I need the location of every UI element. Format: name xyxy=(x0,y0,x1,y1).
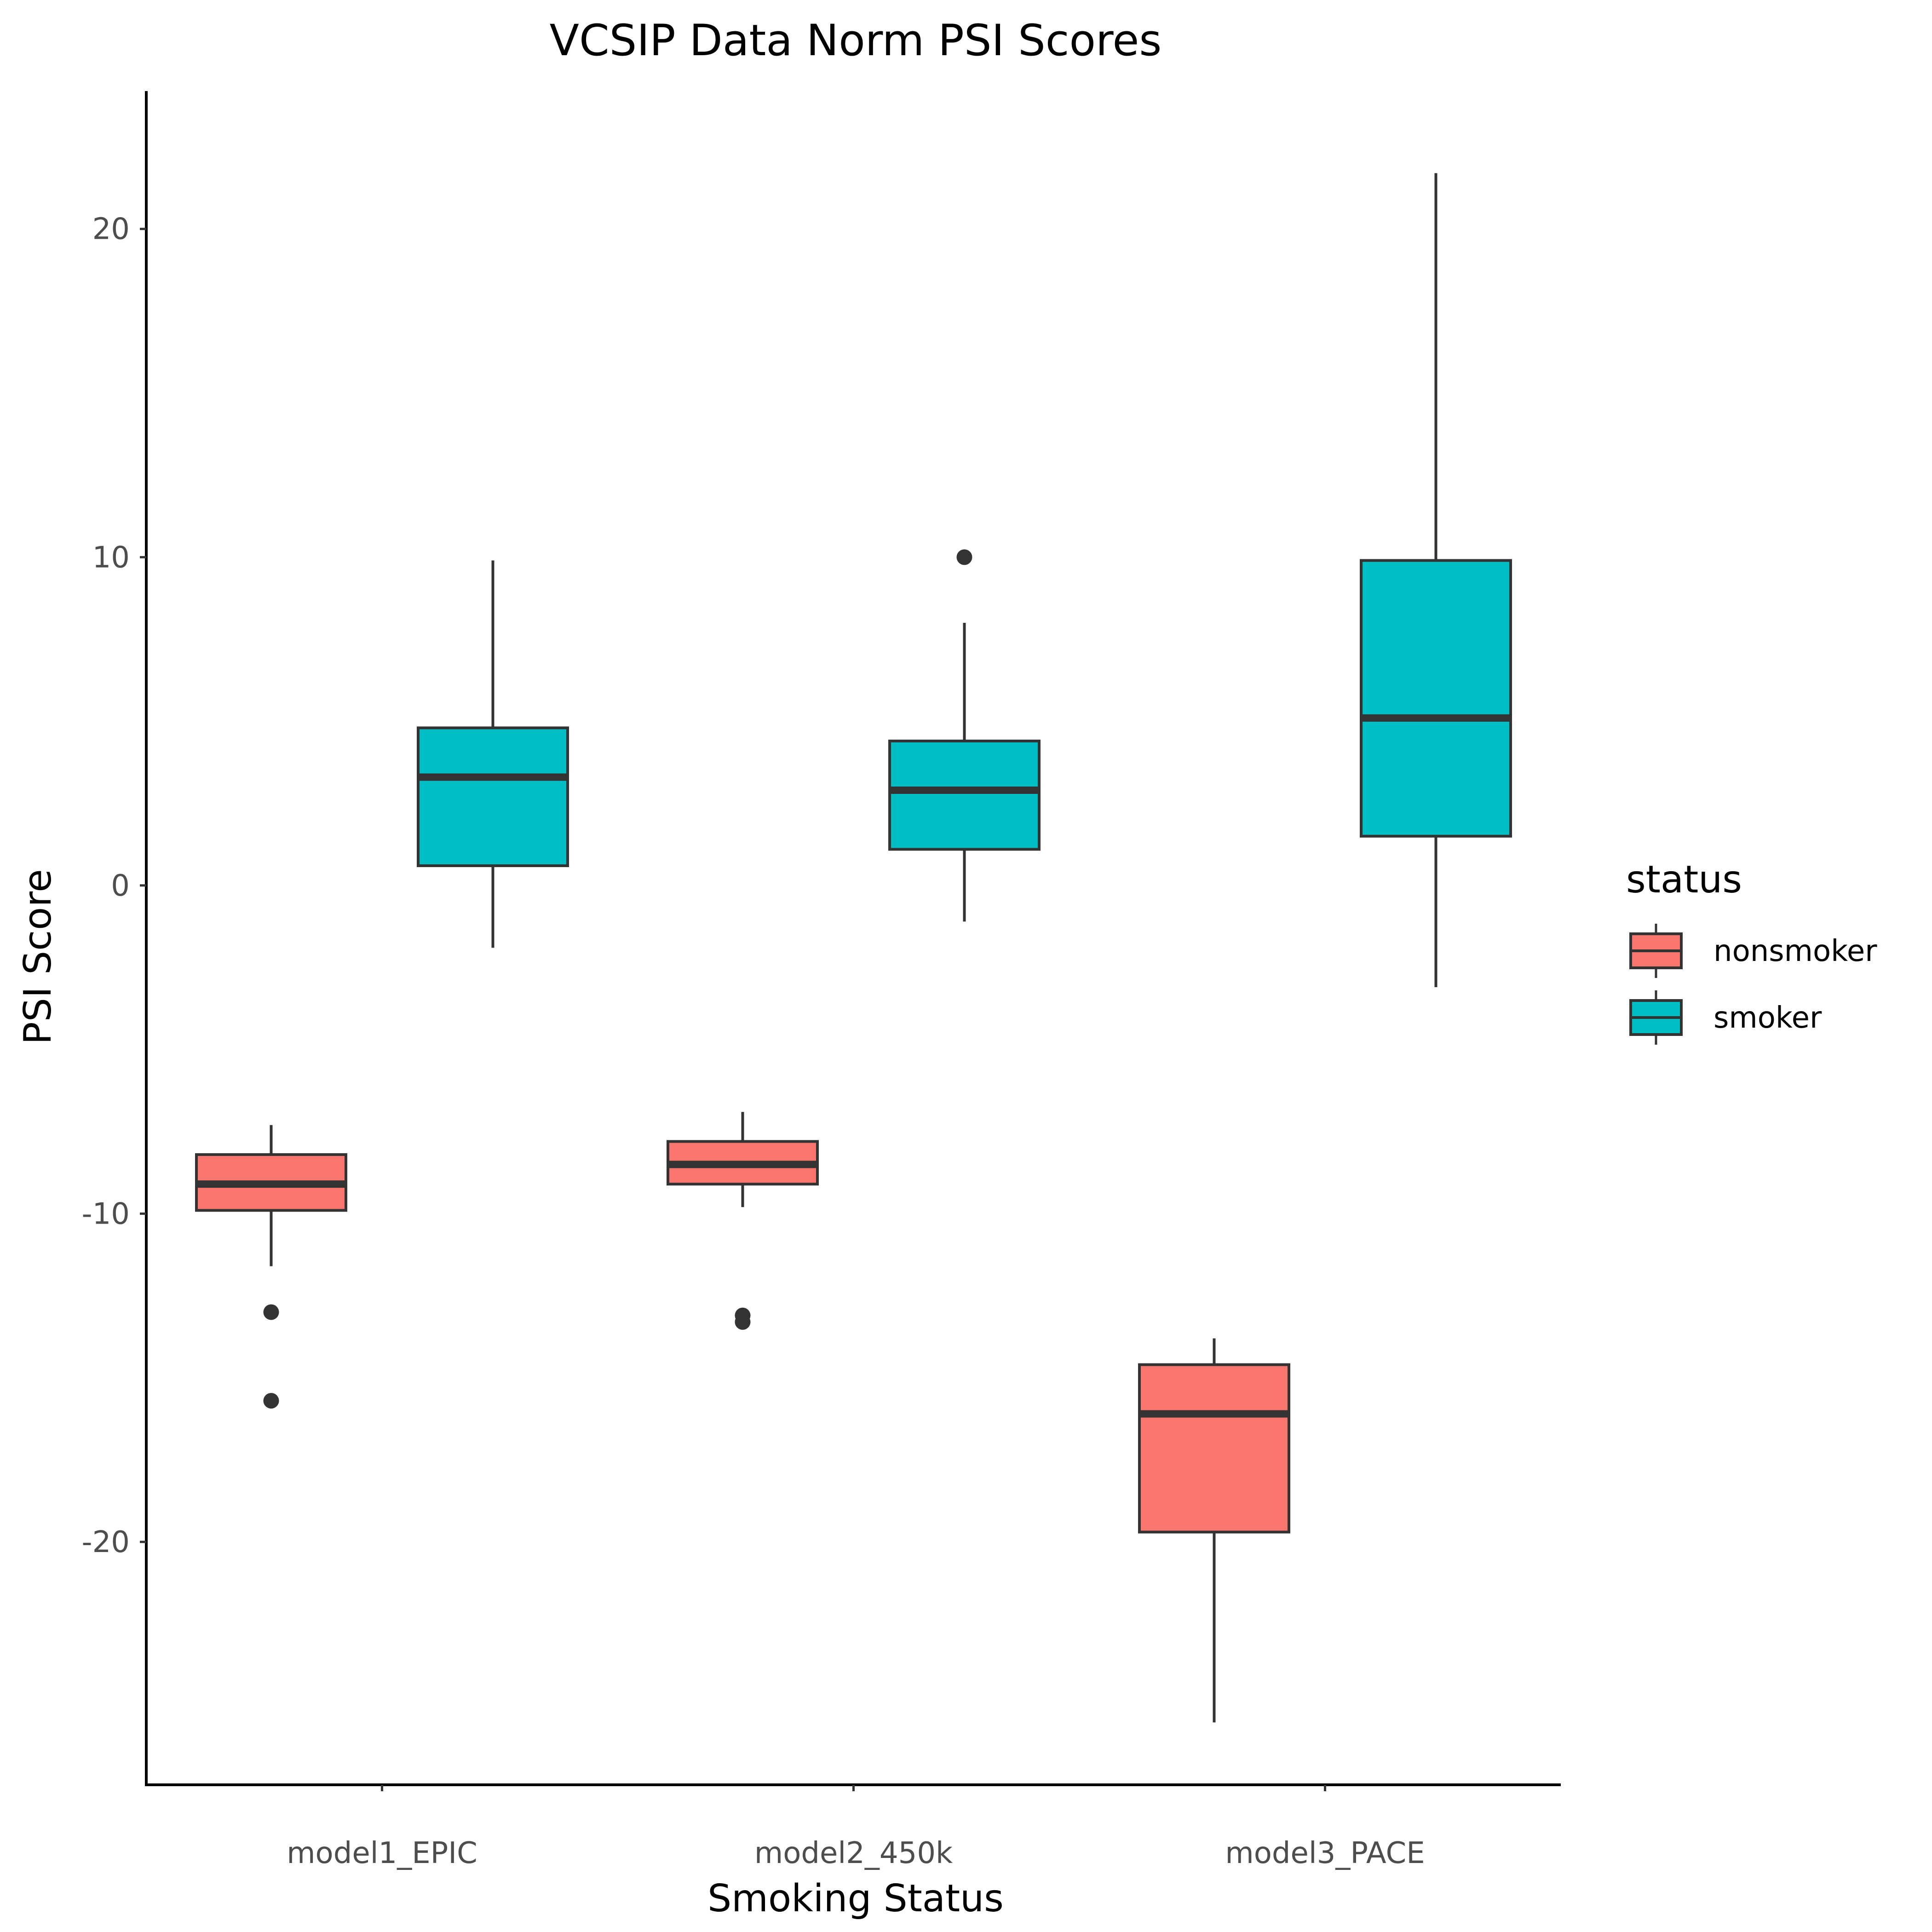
legend-item-nonsmoker: nonsmoker xyxy=(1629,924,1877,978)
chart-title: VCSIP Data Norm PSI Scores xyxy=(550,16,1162,66)
outlier-point xyxy=(263,1304,279,1320)
box-smoker-model2_450k xyxy=(888,549,1041,922)
y-tick-label: 0 xyxy=(111,869,130,903)
y-tick-label: -10 xyxy=(81,1197,130,1231)
box-nonsmoker-model1_EPIC xyxy=(195,1125,347,1409)
plot-area xyxy=(195,173,1512,1723)
x-axis-title: Smoking Status xyxy=(707,1877,1004,1920)
box-iqr xyxy=(1360,559,1512,838)
y-tick-label: -20 xyxy=(81,1525,130,1559)
legend-title: status xyxy=(1626,858,1742,902)
box-smoker-model1_EPIC xyxy=(417,560,569,948)
box-nonsmoker-model2_450k xyxy=(667,1112,819,1330)
box-iqr xyxy=(417,726,569,868)
y-axis-ticks: 20 10 0 -10 -20 xyxy=(81,213,146,1559)
legend: status nonsmoker smoker xyxy=(1626,858,1877,1045)
outlier-point xyxy=(956,549,972,565)
x-tick-label: model1_EPIC xyxy=(287,1836,477,1870)
outlier-point xyxy=(735,1314,751,1330)
outlier-point xyxy=(263,1393,279,1409)
box-iqr xyxy=(1138,1363,1290,1534)
box-smoker-model3_PACE xyxy=(1360,173,1512,988)
legend-item-smoker: smoker xyxy=(1629,990,1822,1045)
x-tick-label: model3_PACE xyxy=(1225,1836,1425,1870)
box-iqr xyxy=(888,739,1041,851)
y-axis-title: PSI Score xyxy=(16,869,60,1044)
y-tick-label: 10 xyxy=(92,540,130,575)
box-nonsmoker-model3_PACE xyxy=(1138,1338,1290,1723)
x-tick-label: model2_450k xyxy=(754,1836,953,1870)
legend-label: nonsmoker xyxy=(1714,934,1877,968)
legend-keys: nonsmoker smoker xyxy=(1629,924,1877,1045)
legend-label: smoker xyxy=(1714,1001,1822,1035)
x-axis-ticks: model1_EPIC model2_450k model3_PACE xyxy=(287,1785,1425,1870)
y-tick-label: 20 xyxy=(92,213,130,247)
